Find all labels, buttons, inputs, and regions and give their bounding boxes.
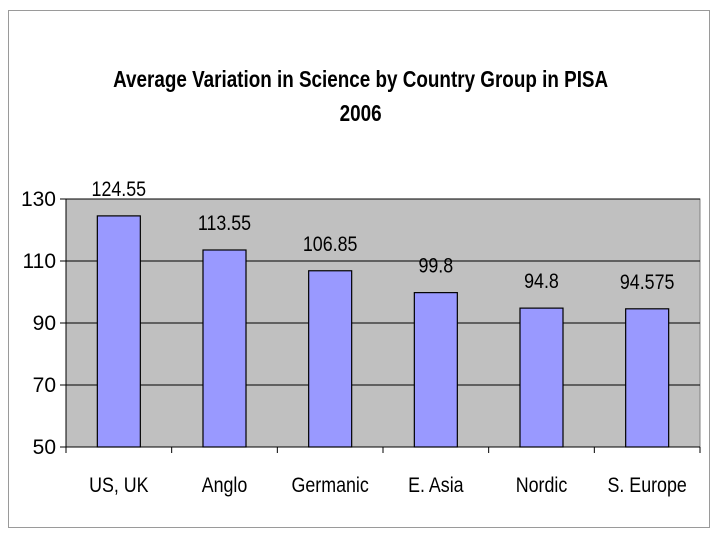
y-tick-label: 130	[21, 188, 56, 211]
bar	[413, 292, 458, 448]
data-label: 94.575	[620, 270, 675, 294]
x-tick-label: Nordic	[516, 474, 568, 498]
data-label: 99.8	[418, 254, 453, 278]
bar	[202, 249, 247, 448]
y-tick-label: 70	[33, 374, 56, 397]
bars	[96, 215, 670, 448]
y-tick-label: 50	[33, 436, 56, 459]
labels: 50 70 90 110 130 124.55 US, UK 113.55 Anglo 106.8…	[21, 178, 687, 498]
x-tick-label: Anglo	[202, 474, 248, 498]
y-tick-label: 90	[33, 312, 56, 335]
data-label: 106.85	[303, 232, 358, 256]
bar	[625, 308, 670, 448]
data-label: 113.55	[198, 212, 251, 236]
data-label: 124.55	[92, 178, 147, 202]
axes	[60, 198, 701, 453]
bar	[96, 215, 141, 448]
chart-title-line-2: 2006	[339, 100, 382, 126]
data-label: 94.8	[524, 270, 559, 294]
chart-title: Average Variation in Science by Country …	[73, 62, 649, 130]
x-tick-label: Germanic	[292, 474, 370, 498]
bar	[519, 307, 564, 448]
bar	[308, 270, 353, 448]
y-tick-label: 110	[23, 250, 56, 273]
x-tick-label: US, UK	[89, 474, 148, 498]
x-tick-label: E. Asia	[408, 474, 464, 498]
x-tick-label: S. Europe	[608, 474, 687, 498]
chart-title-line-1: Average Variation in Science by Country …	[113, 66, 609, 92]
